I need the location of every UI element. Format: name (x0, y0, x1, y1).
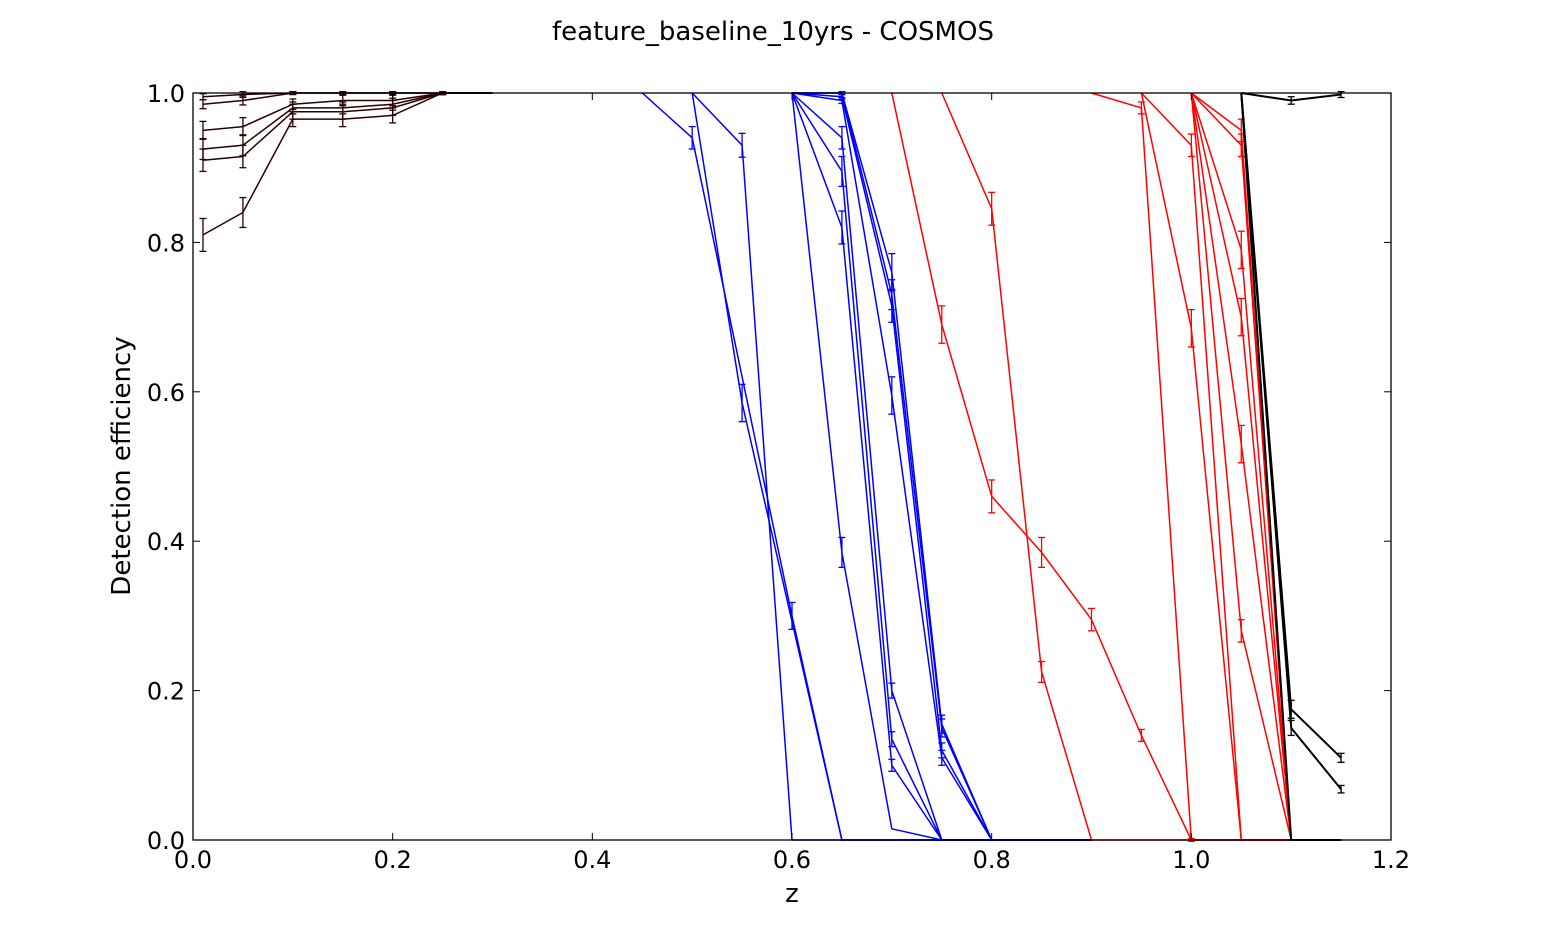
x-tick-label: 1.0 (1172, 846, 1210, 874)
y-axis-label: Detection efficiency (107, 336, 137, 595)
axes: 0.0 0.2 0.4 0.6 0.8 1.0 1.2 0.0 0.2 0.4 0.6 0.8 1.0 (147, 80, 1410, 874)
x-tick-label: 0.8 (973, 846, 1011, 874)
x-tick-label: 0.0 (174, 846, 212, 874)
y-tick-label: 0.4 (147, 528, 185, 556)
y-tick-label: 0.8 (147, 229, 185, 257)
x-tick-label: 0.4 (573, 846, 611, 874)
plot-area (199, 91, 1345, 842)
series-line-2 (202, 92, 493, 150)
y-tick-label: 1.0 (147, 80, 185, 108)
y-tick-label: 0.6 (147, 379, 185, 407)
plot-frame (192, 92, 1392, 841)
series-line-7 (691, 92, 1092, 841)
x-axis-label: z (785, 879, 799, 909)
series-line-0 (202, 92, 493, 236)
y-tick-label: 0.2 (147, 678, 185, 706)
series-line-30 (1240, 92, 1342, 790)
chart-title: feature_baseline_10yrs - COSMOS (552, 17, 994, 47)
series-line-17 (891, 92, 1342, 841)
x-tick-label: 1.2 (1372, 846, 1410, 874)
series-line-1 (202, 92, 493, 161)
series-line-8 (691, 92, 1092, 841)
x-tick-label: 0.6 (773, 846, 811, 874)
y-tick-label: 0.0 (147, 827, 185, 855)
x-tick-label: 0.2 (374, 846, 412, 874)
